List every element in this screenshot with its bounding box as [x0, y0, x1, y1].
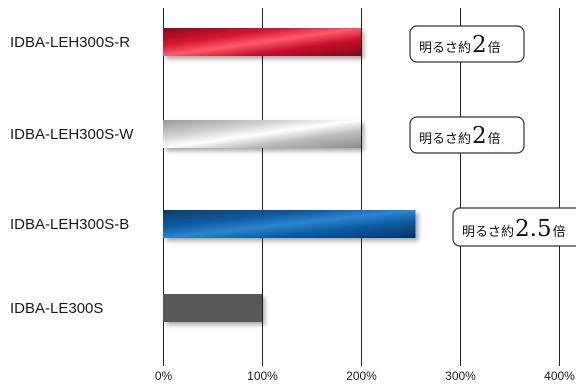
category-label: IDBA-LEH300S-B	[10, 216, 129, 233]
callout-prefix: 明るさ約	[419, 41, 471, 56]
category-label: IDBA-LE300S	[10, 300, 103, 317]
callout-idba-leh300s-r: 明るさ約2倍	[409, 25, 525, 63]
callout-multiplier: 2.5	[515, 216, 552, 242]
callout-idba-leh300s-w: 明るさ約2倍	[409, 116, 525, 154]
x-axis-ticks: 0% 100% 200% 300% 400%	[155, 369, 575, 383]
callout-suffix: 倍	[553, 225, 566, 240]
x-tick-label: 200%	[346, 369, 377, 383]
bars	[163, 28, 416, 322]
bar-idba-leh300s-w	[163, 120, 361, 148]
callout-idba-leh300s-b: 明るさ約2.5倍	[452, 207, 576, 247]
callout-text: 明るさ約2倍	[419, 123, 501, 149]
bar-idba-le300s	[163, 294, 262, 322]
category-label: IDBA-LEH300S-W	[10, 126, 134, 143]
callout-prefix: 明るさ約	[419, 132, 471, 147]
callout-text: 明るさ約2倍	[419, 32, 501, 58]
callout-text: 明るさ約2.5倍	[462, 216, 566, 242]
callout-multiplier: 2	[472, 123, 487, 149]
callout-box	[409, 116, 525, 154]
x-tick-label: 100%	[247, 369, 278, 383]
callout-suffix: 倍	[488, 41, 501, 56]
callout-prefix: 明るさ約	[462, 225, 514, 240]
category-labels: IDBA-LEH300S-R IDBA-LEH300S-W IDBA-LEH300S…	[10, 34, 134, 317]
x-tick-label: 400%	[544, 369, 575, 383]
callout-multiplier: 2	[472, 32, 487, 58]
x-tick-label: 0%	[155, 369, 173, 383]
callout-suffix: 倍	[488, 132, 501, 147]
category-label: IDBA-LEH300S-R	[10, 34, 130, 51]
x-tick-label: 300%	[445, 369, 476, 383]
callout-box	[452, 207, 576, 247]
bar-idba-leh300s-r	[163, 28, 361, 56]
bar-idba-leh300s-b	[163, 210, 416, 238]
callout-box	[409, 25, 525, 63]
